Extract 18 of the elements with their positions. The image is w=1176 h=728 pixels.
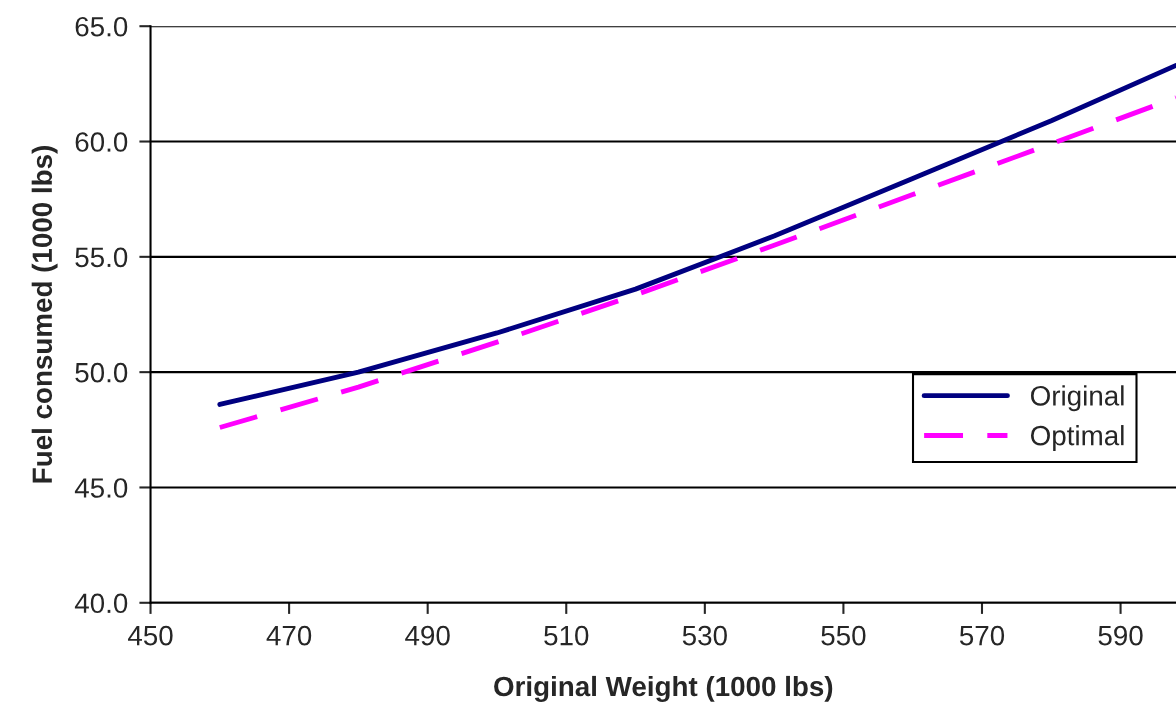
y-tick-label: 55.0 — [75, 247, 128, 268]
legend-label: Original — [1030, 385, 1124, 412]
x-tick-label: 550 — [821, 625, 866, 646]
x-tick-label: 490 — [405, 625, 450, 646]
x-tick-label: 510 — [544, 625, 589, 646]
x-tick-label: 530 — [682, 625, 727, 646]
y-axis-title: Fuel consumed (1000 lbs) — [31, 146, 58, 483]
y-tick-label: 60.0 — [75, 132, 128, 152]
legend-label: Optimal — [1030, 425, 1124, 451]
x-tick-label: 450 — [128, 625, 173, 646]
y-tick-label: 40.0 — [74, 593, 128, 614]
x-tick-label: 570 — [959, 625, 1005, 646]
x-tick-label: 590 — [1098, 625, 1143, 646]
x-tick-label: 470 — [266, 625, 312, 646]
y-tick-label: 65.0 — [75, 16, 128, 37]
x-axis-title: Original Weight (1000 lbs) — [494, 675, 833, 702]
y-tick-label: 45.0 — [74, 478, 128, 498]
y-tick-label: 50.0 — [75, 362, 128, 383]
